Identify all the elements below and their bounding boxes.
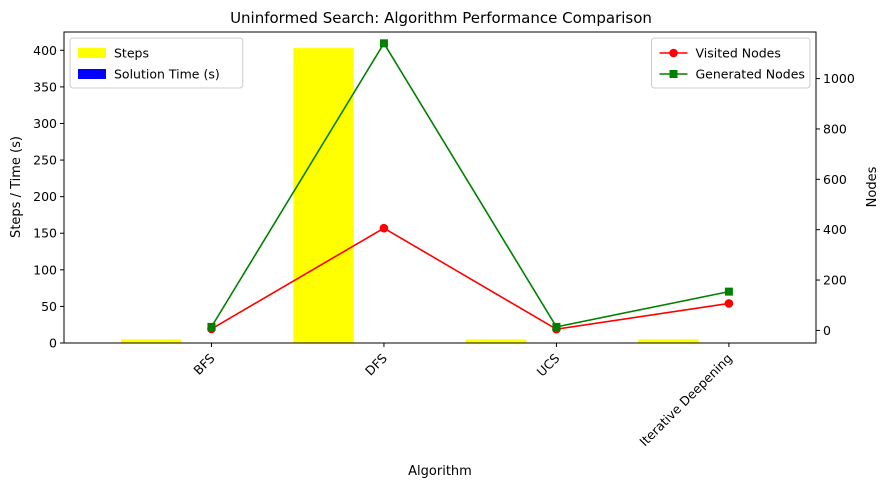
- y-tick-label-8: 400: [33, 43, 57, 58]
- left-axis: 0 50 100 150 200 250 300 350 400: [33, 43, 64, 351]
- y-tick-label-4: 200: [33, 189, 57, 204]
- y-tick-label-0: 0: [49, 336, 57, 351]
- legend-right-frame: [651, 37, 811, 89]
- y2-tick-label-4: 800: [823, 121, 847, 136]
- right-axis: 0 200 400 600 800 1000: [816, 71, 855, 338]
- point-generated-2: [552, 322, 561, 331]
- line-visited-nodes: [211, 227, 730, 330]
- y2-tick-label-3: 600: [823, 172, 847, 187]
- legend-label-generated-nodes: Generated Nodes: [696, 67, 805, 82]
- chart-title: Uninformed Search: Algorithm Performance…: [230, 9, 652, 27]
- legend-marker-visited-nodes: [669, 48, 678, 58]
- y-tick-label-2: 100: [33, 262, 57, 277]
- x-axis-label: Algorithm: [408, 464, 472, 479]
- bar-steps-0: [120, 339, 182, 343]
- point-generated-3: [724, 287, 733, 296]
- legend-lines: Visited Nodes Generated Nodes: [651, 37, 811, 89]
- legend-swatch-solution-time-s: [78, 69, 106, 79]
- bar-steps-3: [638, 339, 699, 343]
- y-tick-label-6: 300: [33, 116, 57, 131]
- bars-layer: [120, 48, 760, 343]
- y-tick-label-3: 150: [33, 226, 57, 241]
- legend-bars: Steps Solution Time (s): [69, 37, 244, 89]
- lines-layer: [207, 39, 734, 334]
- point-generated-1: [379, 39, 388, 48]
- y-axis-label: Steps / Time (s): [9, 136, 24, 238]
- point-generated-0: [207, 322, 216, 331]
- legend-left-frame: [69, 37, 244, 89]
- y2-axis-label: Nodes: [865, 166, 880, 207]
- line-generated-nodes: [210, 41, 730, 328]
- y2-tick-label-2: 400: [823, 222, 847, 237]
- bar-steps-1: [293, 48, 354, 343]
- legend-label-solution-time-s: Solution Time (s): [114, 67, 220, 82]
- y2-tick-label-0: 0: [823, 323, 831, 338]
- point-visited-1: [379, 223, 389, 233]
- y-tick-label-7: 350: [33, 79, 57, 94]
- y2-tick-label-1: 200: [823, 273, 847, 288]
- point-visited-3: [724, 299, 734, 308]
- bar-steps-2: [465, 339, 527, 343]
- legend-swatch-steps: [78, 48, 106, 58]
- y2-tick-label-5: 1000: [823, 71, 855, 86]
- y-tick-label-5: 250: [33, 153, 57, 168]
- plot-frame: [63, 31, 817, 344]
- legend-label-visited-nodes: Visited Nodes: [696, 46, 781, 61]
- legend-marker-generated-nodes: [669, 70, 678, 78]
- legend-label-steps: Steps: [114, 46, 149, 61]
- y-tick-label-1: 50: [41, 299, 57, 314]
